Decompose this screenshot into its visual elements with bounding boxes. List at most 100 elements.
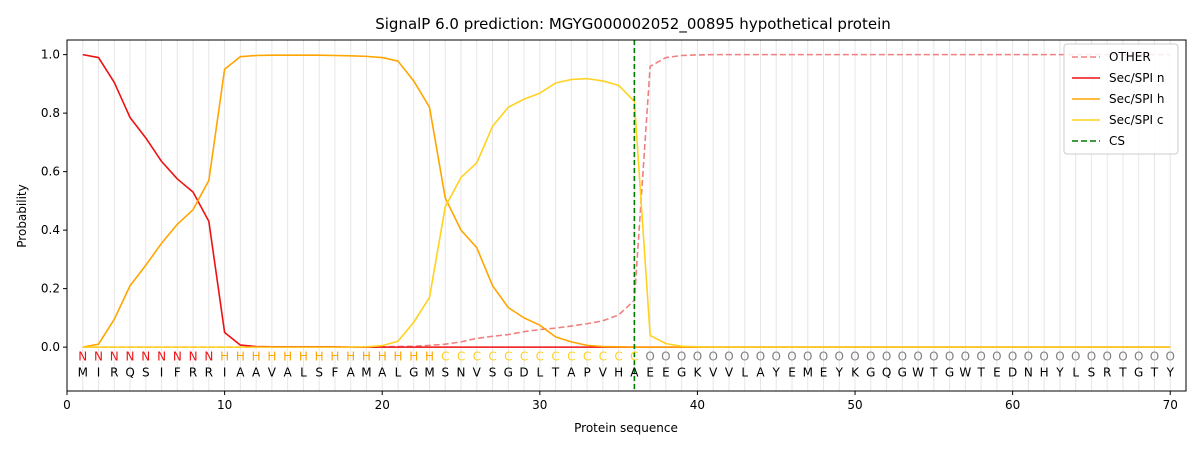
annotation-label: O [1150,349,1159,363]
annotation-label: O [1118,349,1127,363]
annotation-label: O [929,349,938,363]
annotation-label: O [645,349,654,363]
x-tick-label: 10 [217,398,232,412]
residue-label: A [756,365,765,379]
annotation-label: O [677,349,686,363]
annotation-label: O [1008,349,1017,363]
residue-label: L [741,365,748,379]
residue-label: E [646,365,654,379]
annotation-label: C [520,349,528,363]
residue-label: G [409,365,418,379]
residue-label: A [378,365,387,379]
residue-label: T [976,365,985,379]
residue-label: V [268,365,277,379]
y-tick-label: 0.4 [41,223,60,237]
residue-label: E [788,365,796,379]
residue-label: W [912,365,924,379]
residue-label: S [441,365,449,379]
residue-label: E [662,365,670,379]
annotation-label: H [299,349,308,363]
grid-lines [82,40,1171,391]
residue-label: G [866,365,875,379]
legend-label: OTHER [1109,50,1151,64]
annotation-label: O [693,349,702,363]
y-tick-label: 0.6 [41,165,60,179]
residue-label: T [551,365,560,379]
residue-label: F [331,365,338,379]
x-tick-label: 60 [1005,398,1020,412]
residue-label: S [489,365,497,379]
residue-labels: NMNINRNQNSNINFNRNRHIHAHAHVHAHLHSHFHAHMHA… [78,349,1175,379]
annotation-label: N [189,349,198,363]
annotation-label: C [567,349,575,363]
annotation-label: C [551,349,559,363]
residue-label: V [725,365,734,379]
residue-label: L [395,365,402,379]
annotation-label: N [126,349,135,363]
annotation-label: O [771,349,780,363]
annotation-label: C [473,349,481,363]
residue-label: S [1088,365,1096,379]
x-tick-label: 20 [375,398,390,412]
annotation-label: H [346,349,355,363]
annotation-label: C [441,349,449,363]
residue-label: T [1118,365,1127,379]
y-tick-label: 0.2 [41,282,60,296]
residue-label: S [315,365,323,379]
x-tick-label: 40 [690,398,705,412]
series-line-sec-spi-c [82,77,1171,348]
annotation-label: H [283,349,292,363]
x-axis-label: Protein sequence [574,421,678,435]
residue-label: I [97,365,101,379]
residue-label: Q [882,365,891,379]
series-line-sec-spi-n [82,53,1171,348]
axes: 0 10 20 30 40 50 60 70 0.0 0.2 0.4 0.6 0.8 1.0 [41,39,1187,412]
annotation-label: C [457,349,465,363]
annotation-label: H [378,349,387,363]
legend-label: CS [1109,134,1125,148]
annotation-label: H [362,349,371,363]
axes-frame [66,39,1187,392]
annotation-label: O [976,349,985,363]
annotation-label: O [1024,349,1033,363]
series-line-other [82,53,1171,348]
y-tick-label: 0.0 [41,340,60,354]
residue-label: G [677,365,686,379]
y-tick-label: 1.0 [41,48,60,62]
residue-label: M [424,365,434,379]
annotation-label: O [724,349,733,363]
annotation-label: O [756,349,765,363]
annotation-label: O [1039,349,1048,363]
residue-label: G [504,365,513,379]
annotation-label: C [583,349,591,363]
residue-label: G [898,365,907,379]
residue-label: M [78,365,88,379]
x-tick-label: 30 [532,398,547,412]
annotation-label: O [913,349,922,363]
residue-label: A [567,365,576,379]
chart-title: SignalP 6.0 prediction: MGYG000002052_00… [375,15,891,34]
residue-label: K [851,365,860,379]
annotation-label: N [157,349,166,363]
annotation-label: O [835,349,844,363]
y-axis-label: Probability [15,184,29,247]
residue-label: N [457,365,466,379]
residue-label: K [693,365,702,379]
annotation-label: H [236,349,245,363]
annotation-label: O [1166,349,1175,363]
residue-label: I [223,365,227,379]
x-tick-label: 0 [63,398,71,412]
annotation-label: N [110,349,119,363]
residue-label: A [630,365,639,379]
x-tick-label: 70 [1163,398,1178,412]
residue-label: Y [1055,365,1064,379]
annotation-label: O [661,349,670,363]
residue-label: H [614,365,623,379]
annotation-label: C [614,349,622,363]
residue-label: Y [1166,365,1175,379]
residue-label: Y [772,365,781,379]
annotation-label: O [1055,349,1064,363]
annotation-label: O [850,349,859,363]
residue-label: L [300,365,307,379]
